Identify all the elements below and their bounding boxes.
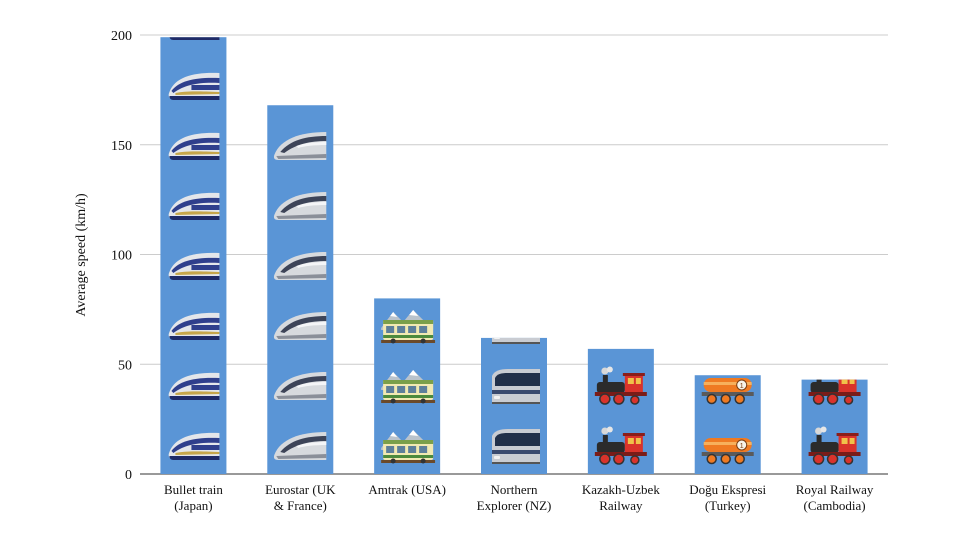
category-label: Doğu Ekspresi (Turkey) (689, 482, 766, 513)
bullet-train-icon (168, 37, 220, 40)
steam-locomotive-icon (807, 379, 862, 405)
category-labels: Bullet train (Japan) Eurostar (UK & France)… (164, 482, 874, 513)
light-rail-icon (492, 337, 540, 344)
category-label: Royal Railway (Cambodia) (796, 482, 874, 513)
category-label: Eurostar (UK & France) (265, 482, 336, 513)
category-label: Bullet train (Japan) (164, 482, 223, 513)
steam-locomotive-icon (595, 307, 647, 345)
y-tick-labels: 0 50 100 150 200 (111, 29, 132, 483)
bars (160, 37, 868, 475)
bar (801, 379, 868, 474)
category-label: Amtrak (USA) (368, 482, 446, 497)
y-tick-label: 0 (125, 468, 132, 483)
y-axis-title: Average speed (km/h) (74, 193, 89, 317)
bar (267, 72, 334, 475)
bar (481, 337, 547, 474)
y-tick-label: 50 (118, 358, 132, 373)
bar (374, 298, 441, 474)
bar (694, 375, 761, 474)
bar (160, 37, 227, 474)
y-tick-label: 200 (111, 29, 132, 44)
bar-rect (267, 105, 334, 475)
high-speed-train-icon (274, 72, 326, 100)
y-tick-label: 150 (111, 139, 132, 154)
y-tick-label: 100 (111, 249, 132, 264)
light-rail-icon (492, 369, 540, 404)
light-rail-icon (492, 429, 540, 464)
category-label: Northern Explorer (NZ) (477, 482, 552, 513)
category-label: Kazakh-Uzbek Railway (582, 482, 660, 513)
gridlines (140, 34, 888, 475)
bar (587, 307, 654, 474)
